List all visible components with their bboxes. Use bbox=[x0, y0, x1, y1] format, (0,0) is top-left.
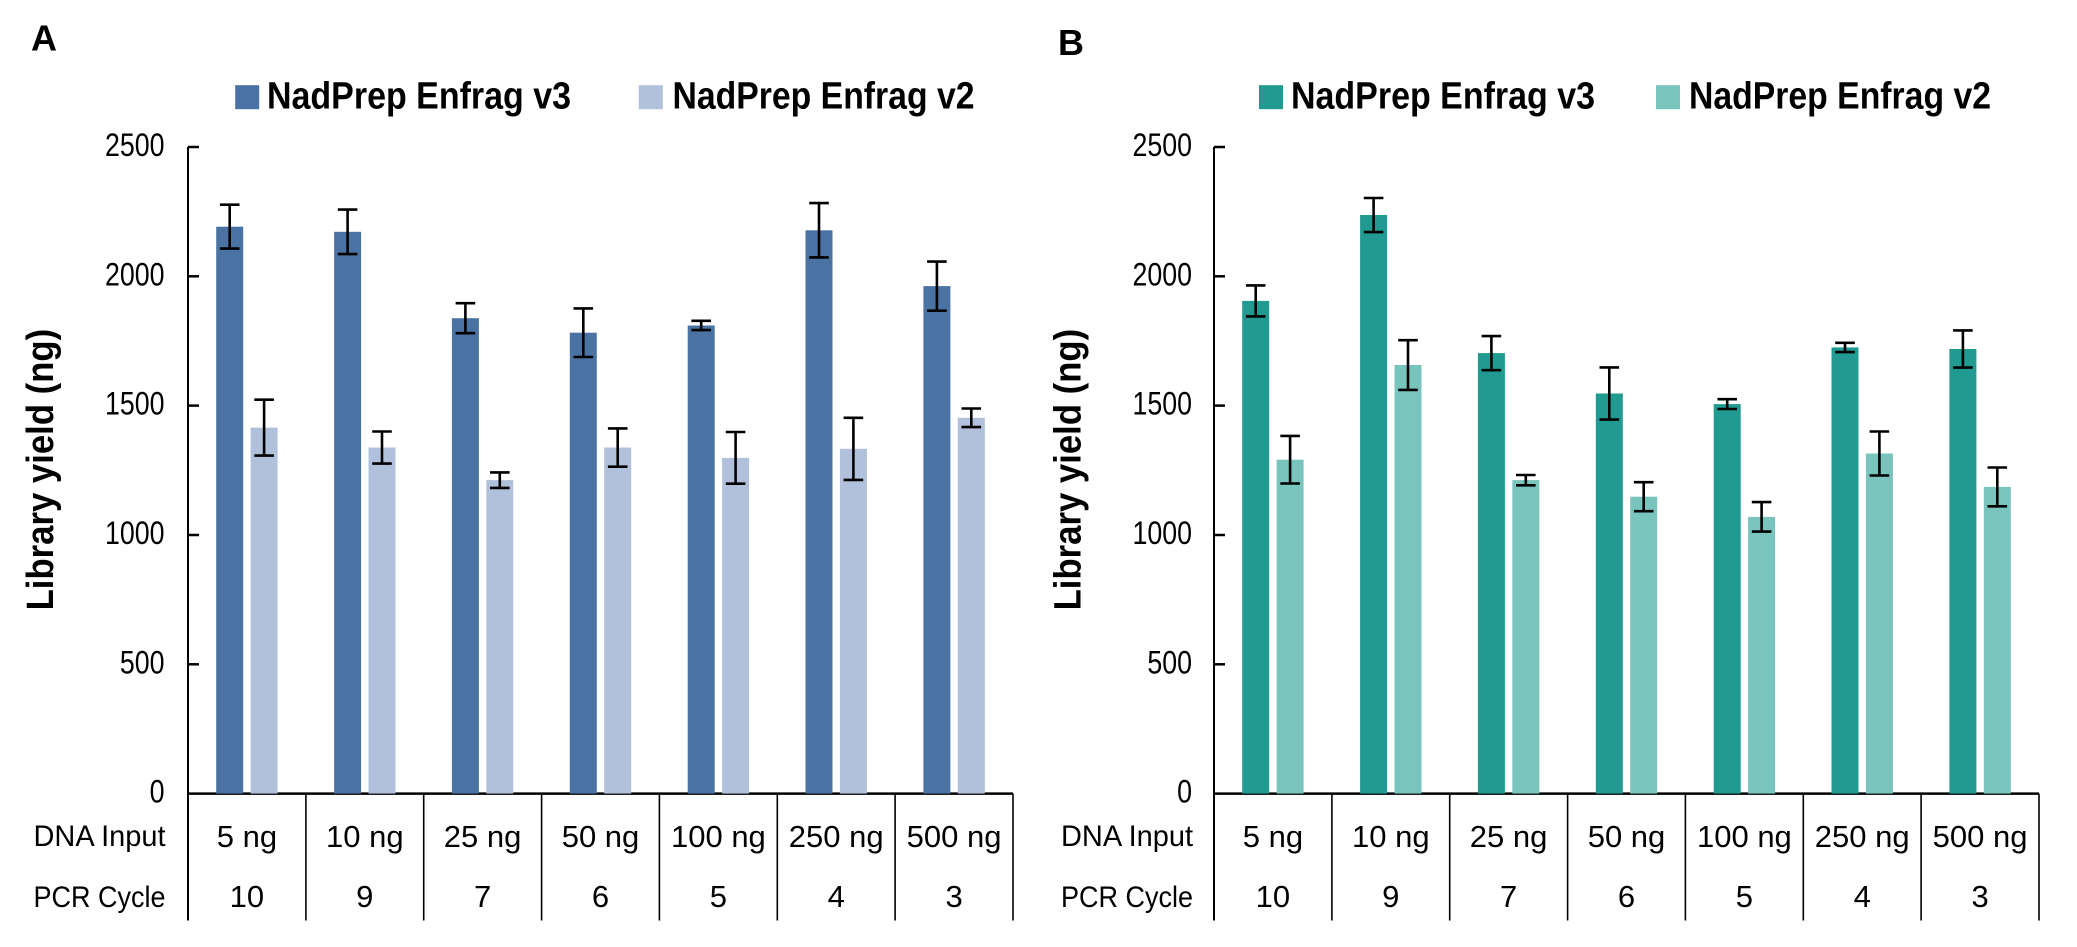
svg-text:4: 4 bbox=[828, 879, 845, 914]
svg-text:1500: 1500 bbox=[1133, 386, 1193, 422]
svg-text:10 ng: 10 ng bbox=[326, 819, 404, 854]
svg-text:Library yield (ng): Library yield (ng) bbox=[20, 329, 62, 611]
svg-text:NadPrep Enfrag v2: NadPrep Enfrag v2 bbox=[1689, 76, 1991, 118]
svg-text:DNA Input: DNA Input bbox=[1061, 820, 1194, 853]
svg-text:B: B bbox=[1058, 22, 1084, 63]
svg-text:2500: 2500 bbox=[1133, 127, 1193, 163]
svg-text:9: 9 bbox=[356, 879, 373, 914]
svg-text:5 ng: 5 ng bbox=[1243, 819, 1303, 854]
svg-text:500 ng: 500 ng bbox=[907, 819, 1002, 854]
svg-text:50 ng: 50 ng bbox=[1588, 819, 1666, 854]
svg-text:2500: 2500 bbox=[105, 127, 165, 163]
svg-text:100 ng: 100 ng bbox=[1697, 819, 1792, 854]
svg-text:0: 0 bbox=[1177, 774, 1192, 810]
svg-text:5 ng: 5 ng bbox=[217, 819, 277, 854]
svg-text:Library yield (ng): Library yield (ng) bbox=[1048, 329, 1090, 611]
svg-text:10 ng: 10 ng bbox=[1352, 819, 1430, 854]
svg-text:500 ng: 500 ng bbox=[1933, 819, 2028, 854]
svg-text:500: 500 bbox=[1147, 644, 1192, 680]
svg-text:5: 5 bbox=[1736, 879, 1753, 914]
svg-text:3: 3 bbox=[945, 879, 962, 914]
svg-text:NadPrep Enfrag v3: NadPrep Enfrag v3 bbox=[1291, 76, 1595, 118]
svg-text:1500: 1500 bbox=[105, 386, 165, 422]
svg-text:A: A bbox=[31, 18, 57, 59]
svg-text:1000: 1000 bbox=[1133, 515, 1193, 551]
svg-text:10: 10 bbox=[230, 879, 264, 914]
svg-text:500: 500 bbox=[120, 644, 165, 680]
svg-text:25 ng: 25 ng bbox=[444, 819, 522, 854]
svg-text:5: 5 bbox=[710, 879, 727, 914]
svg-text:7: 7 bbox=[474, 879, 491, 914]
svg-text:2000: 2000 bbox=[105, 256, 165, 292]
svg-text:NadPrep Enfrag v2: NadPrep Enfrag v2 bbox=[673, 76, 975, 118]
svg-text:6: 6 bbox=[592, 879, 609, 914]
svg-text:PCR Cycle: PCR Cycle bbox=[34, 881, 166, 914]
svg-text:3: 3 bbox=[1971, 879, 1988, 914]
svg-text:250 ng: 250 ng bbox=[1815, 819, 1910, 854]
svg-text:250 ng: 250 ng bbox=[789, 819, 884, 854]
svg-text:1000: 1000 bbox=[105, 515, 165, 551]
svg-text:DNA Input: DNA Input bbox=[34, 820, 167, 853]
svg-text:2000: 2000 bbox=[1133, 256, 1193, 292]
svg-text:100 ng: 100 ng bbox=[671, 819, 766, 854]
svg-text:9: 9 bbox=[1382, 879, 1399, 914]
svg-text:50 ng: 50 ng bbox=[562, 819, 640, 854]
svg-text:4: 4 bbox=[1854, 879, 1871, 914]
svg-text:25 ng: 25 ng bbox=[1470, 819, 1548, 854]
svg-text:6: 6 bbox=[1618, 879, 1635, 914]
svg-text:0: 0 bbox=[150, 774, 165, 810]
svg-text:10: 10 bbox=[1256, 879, 1290, 914]
svg-text:NadPrep Enfrag v3: NadPrep Enfrag v3 bbox=[267, 76, 571, 118]
svg-text:PCR Cycle: PCR Cycle bbox=[1061, 881, 1193, 914]
svg-text:7: 7 bbox=[1500, 879, 1517, 914]
